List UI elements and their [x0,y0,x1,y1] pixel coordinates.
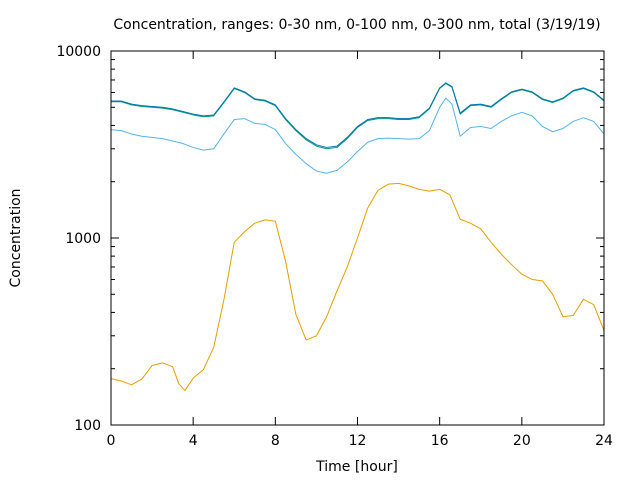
series-layer [110,82,605,391]
x-tick-label: 8 [271,433,280,449]
y-tick-label: 10000 [56,44,101,60]
y-tick-label: 1000 [65,231,101,247]
series-line-3 [111,83,605,150]
x-tick-label: 24 [595,433,613,449]
x-axis-label: Time [hour] [315,459,398,475]
x-tick-label: 16 [431,433,449,449]
x-tick-label: 12 [349,433,367,449]
ticks-layer: 0 4 8 12 16 20 24 100 1000 10000 [56,44,613,449]
x-tick-label: 0 [107,433,116,449]
y-axis-label: Concentration [8,188,24,287]
x-tick-label: 20 [513,433,531,449]
chart-title: Concentration, ranges: 0-30 nm, 0-100 nm… [113,17,600,33]
series-line-2 [110,97,605,174]
series-line-4 [111,82,605,148]
y-tick-label: 100 [74,418,101,434]
series-line-1 [110,182,605,391]
x-tick-label: 4 [189,433,198,449]
